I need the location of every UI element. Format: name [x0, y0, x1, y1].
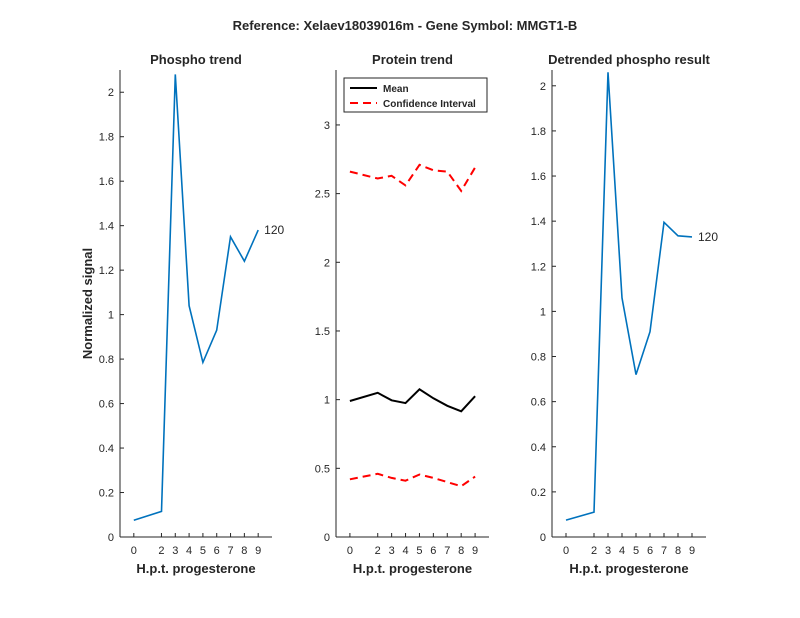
series-end-label: 120	[698, 230, 718, 244]
x-tick-label: 9	[689, 545, 695, 557]
series-end-label: 120	[264, 223, 284, 237]
y-tick-label: 1.8	[531, 126, 546, 138]
y-tick-label: 0.8	[531, 352, 546, 364]
y-tick-label: 0.4	[531, 442, 546, 454]
x-tick-label: 2	[158, 545, 164, 557]
x-tick-label: 9	[472, 545, 478, 557]
legend-label: Confidence Interval	[383, 99, 476, 110]
x-tick-label: 7	[227, 545, 233, 557]
y-tick-label: 0.2	[531, 487, 546, 499]
x-axis-label: H.p.t. progesterone	[353, 561, 472, 576]
y-axis-label: Normalized signal	[80, 248, 95, 359]
y-tick-label: 2.5	[315, 189, 330, 201]
x-tick-label: 8	[675, 545, 681, 557]
series-line-2	[349, 163, 476, 193]
legend: Mean Confidence Interval	[343, 77, 488, 113]
panel-title: Detrended phospho result	[548, 52, 710, 67]
chart-panels: 00.20.40.60.811.21.41.61.820 2 3 4 5 6 7 8 9Phos…	[80, 52, 718, 576]
series-line-1	[133, 74, 259, 522]
y-tick-label: 0	[324, 532, 330, 544]
x-tick-label: 0	[563, 545, 569, 557]
y-tick-label: 0.6	[531, 397, 546, 409]
x-axis-label: H.p.t. progesterone	[569, 561, 688, 576]
y-tick-label: 0	[540, 532, 546, 544]
x-tick-label: 9	[255, 545, 261, 557]
series-line-1	[565, 72, 693, 521]
y-tick-label: 1.2	[99, 265, 114, 277]
y-tick-label: 1	[540, 306, 546, 318]
y-tick-label: 1	[324, 395, 330, 407]
x-axis-label: H.p.t. progesterone	[136, 561, 255, 576]
y-tick-label: 1.5	[315, 326, 330, 338]
x-tick-label: 4	[186, 545, 192, 557]
y-tick-label: 1.4	[99, 221, 114, 233]
y-tick-label: 2	[108, 87, 114, 99]
series-line-1	[349, 388, 476, 413]
x-tick-label: 8	[241, 545, 247, 557]
y-tick-label: 0.8	[99, 354, 114, 366]
y-tick-label: 1.2	[531, 261, 546, 273]
x-tick-label: 2	[375, 545, 381, 557]
x-tick-label: 6	[430, 545, 436, 557]
x-tick-label: 3	[389, 545, 395, 557]
x-tick-label: 2	[591, 545, 597, 557]
y-tick-label: 0.4	[99, 443, 114, 455]
x-tick-label: 7	[661, 545, 667, 557]
x-tick-label: 5	[200, 545, 206, 557]
y-tick-label: 0	[108, 532, 114, 544]
y-tick-label: 3	[324, 120, 330, 132]
y-tick-label: 1.6	[531, 171, 546, 183]
x-tick-label: 8	[458, 545, 464, 557]
x-tick-label: 6	[214, 545, 220, 557]
panel-title: Phospho trend	[150, 52, 242, 67]
x-tick-label: 6	[647, 545, 653, 557]
y-tick-label: 1.6	[99, 176, 114, 188]
chart-panel-1: 00.20.40.60.811.21.41.61.820 2 3 4 5 6 7 8 9Phos…	[80, 52, 285, 576]
legend-label: Mean	[383, 84, 409, 95]
y-tick-label: 0.6	[99, 399, 114, 411]
chart-panel-3: 00.20.40.60.811.21.41.61.820 2 3 4 5 6 7 8 9Detr…	[531, 52, 719, 576]
y-tick-label: 2	[540, 81, 546, 93]
x-tick-label: 0	[131, 545, 137, 557]
x-tick-label: 5	[633, 545, 639, 557]
x-tick-label: 5	[416, 545, 422, 557]
y-tick-label: 0.2	[99, 488, 114, 500]
y-tick-label: 1.4	[531, 216, 546, 228]
y-tick-label: 0.5	[315, 463, 330, 475]
y-tick-label: 1.8	[99, 132, 114, 144]
x-tick-label: 3	[605, 545, 611, 557]
x-tick-label: 7	[444, 545, 450, 557]
x-tick-label: 0	[347, 545, 353, 557]
x-tick-label: 4	[619, 545, 625, 557]
series-line-3	[349, 472, 476, 488]
y-tick-label: 1	[108, 310, 114, 322]
legend-box	[343, 77, 488, 113]
figure-title: Reference: Xelaev18039016m - Gene Symbol…	[233, 18, 578, 33]
x-tick-label: 3	[172, 545, 178, 557]
panel-title: Protein trend	[372, 52, 453, 67]
x-tick-label: 4	[402, 545, 408, 557]
y-tick-label: 2	[324, 257, 330, 269]
